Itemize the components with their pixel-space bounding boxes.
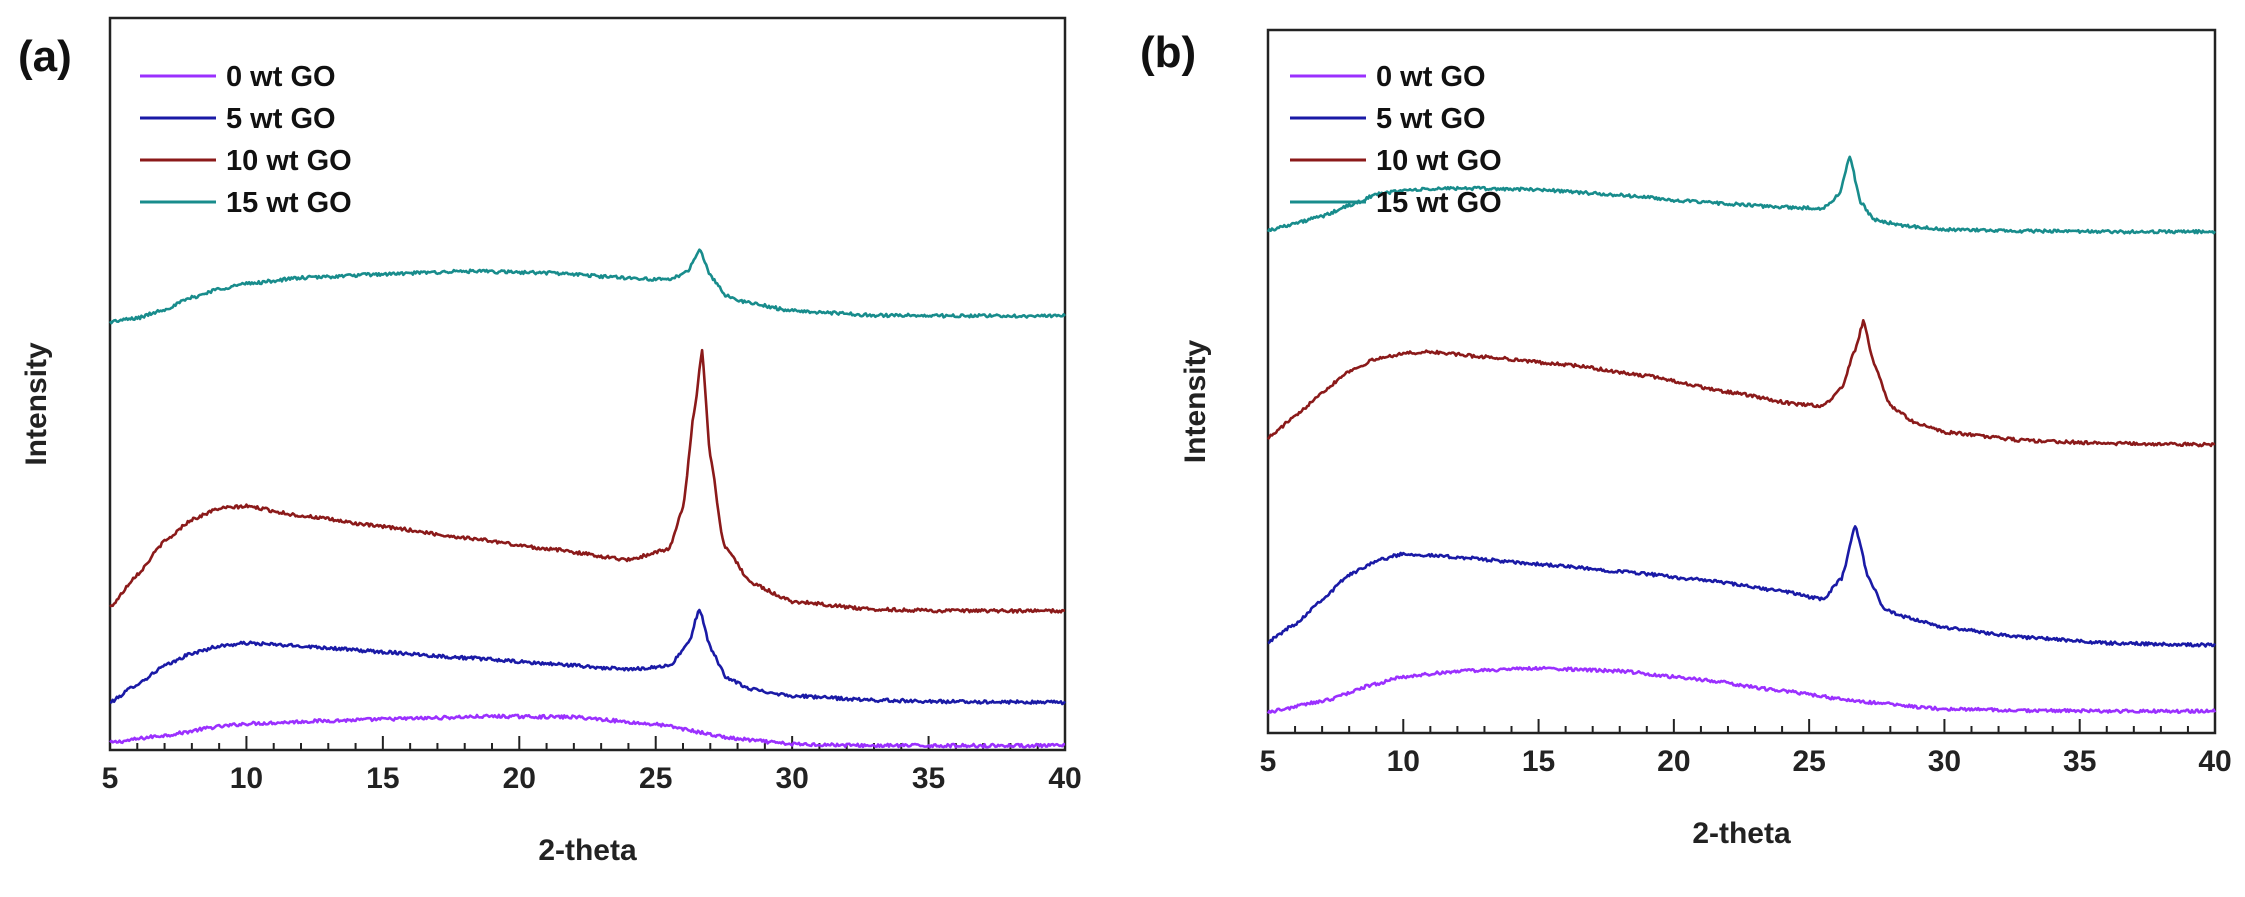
x-tick-label: 25: [639, 762, 672, 795]
y-axis-title: Intensity: [20, 342, 53, 466]
x-tick-label: 25: [1792, 745, 1825, 778]
panel-a-chart: 5 10 15 20 25 30 35 40 2-theta Intensity 0 wt GO 5 …: [20, 16, 1082, 867]
legend-label: 10 wt GO: [226, 145, 352, 177]
x-tick-label: 10: [230, 762, 263, 795]
x-tick-label: 15: [1522, 745, 1555, 778]
x-tick-label: 5: [1260, 745, 1277, 778]
plot-frame: [1266, 28, 2217, 735]
legend-label: 10 wt GO: [1376, 145, 1502, 177]
panel-b-label: (b): [1140, 28, 1197, 77]
x-tick-label: 30: [1928, 745, 1961, 778]
series-line-5-wt-go: [109, 608, 1067, 706]
series-line-0-wt-go: [109, 713, 1066, 749]
series-line-0-wt-go: [1266, 665, 2217, 715]
legend-label: 5 wt GO: [1376, 103, 1486, 135]
series-line-10-wt-go: [109, 348, 1066, 614]
legend-label: 15 wt GO: [1376, 187, 1502, 219]
x-tick-label: 40: [2198, 745, 2231, 778]
x-tick-label: 30: [775, 762, 808, 795]
x-tick-label: 40: [1048, 762, 1081, 795]
panel-a-label: (a): [18, 32, 72, 81]
panel-b-chart: 5 10 15 20 25 30 35 40 2-theta Intensity 0 wt GO 5 …: [1179, 28, 2232, 850]
x-tick-label: 5: [102, 762, 119, 795]
plot-frame: [108, 16, 1067, 752]
x-axis-title: 2-theta: [1692, 817, 1791, 850]
x-tick-label: 35: [912, 762, 945, 795]
legend-label: 15 wt GO: [226, 187, 352, 219]
series-line-15-wt-go: [1266, 155, 2217, 235]
series-line-10-wt-go: [1266, 318, 2216, 448]
x-tick-label: 20: [1657, 745, 1690, 778]
series-line-5-wt-go: [1267, 525, 2217, 648]
x-tick-label: 35: [2063, 745, 2096, 778]
y-axis-title: Intensity: [1179, 340, 1212, 464]
x-axis-title: 2-theta: [538, 834, 637, 867]
series-line-15-wt-go: [108, 248, 1066, 325]
legend-label: 5 wt GO: [226, 103, 336, 135]
legend-label: 0 wt GO: [1376, 61, 1486, 93]
legend-label: 0 wt GO: [226, 61, 336, 93]
x-tick-label: 20: [503, 762, 536, 795]
x-tick-label: 10: [1387, 745, 1420, 778]
x-tick-label: 15: [366, 762, 399, 795]
